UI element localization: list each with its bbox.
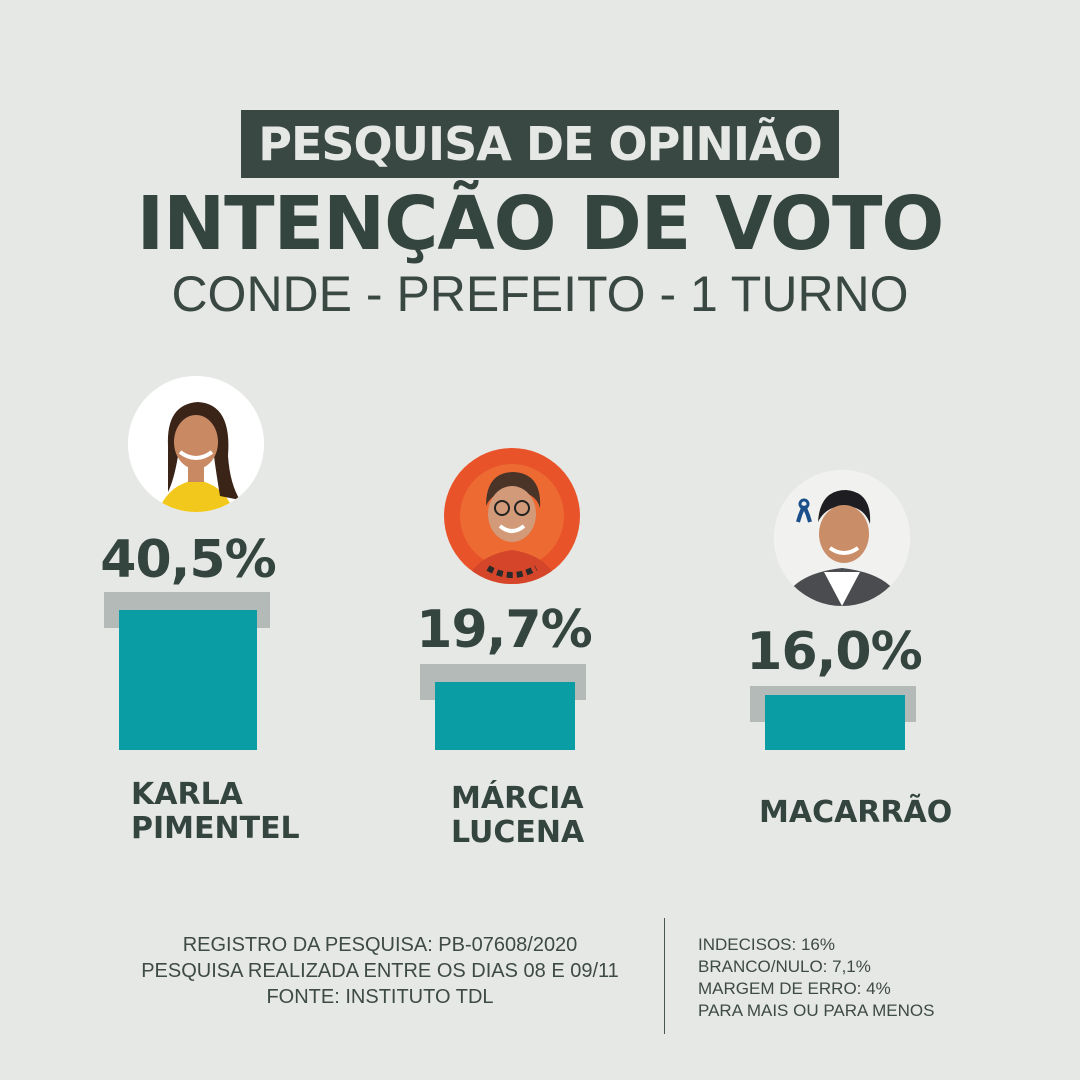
bar-marcia [435, 681, 575, 750]
blank-null-stat: BRANCO/NULO: 7,1% [698, 957, 871, 976]
bar-label-macarrao: 16,0% [746, 622, 922, 682]
survey-source: FONTE: INSTITUTO TDL [266, 986, 494, 1008]
page-title: INTENÇÃO DE VOTO [136, 181, 945, 267]
person-icon [774, 470, 910, 606]
footer-divider [664, 918, 665, 1034]
candidate-photo-karla [128, 376, 264, 512]
page-subtitle: CONDE - PREFEITO - 1 TURNO [171, 266, 909, 322]
survey-info: REGISTRO DA PESQUISA: PB-07608/2020 PESQ… [110, 932, 650, 1010]
person-icon [444, 448, 580, 584]
candidate-name-karla: KARLA PIMENTEL [131, 777, 300, 846]
margin-of-error: MARGEM DE ERRO: 4% [698, 979, 891, 998]
survey-dates: PESQUISA REALIZADA ENTRE OS DIAS 08 E 09… [141, 960, 619, 982]
undecided-stat: INDECISOS: 16% [698, 935, 835, 954]
margin-note: PARA MAIS OU PARA MENOS [698, 1001, 935, 1020]
candidate-photo-macarrao [774, 470, 910, 606]
person-icon [128, 376, 264, 512]
survey-badge: PESQUISA DE OPINIÃO [241, 110, 839, 178]
bar-label-karla: 40,5% [100, 530, 276, 590]
survey-registration: REGISTRO DA PESQUISA: PB-07608/2020 [182, 934, 578, 956]
bar-macarrao [765, 694, 905, 750]
bar-karla [119, 609, 257, 750]
candidate-photo-marcia [444, 448, 580, 584]
candidate-name-marcia: MÁRCIA LUCENA [451, 781, 585, 850]
survey-stats: INDECISOS: 16% BRANCO/NULO: 7,1% MARGEM … [698, 934, 1038, 1022]
candidate-name-macarrao: MACARRÃO [759, 795, 953, 830]
bar-label-marcia: 19,7% [416, 600, 592, 660]
